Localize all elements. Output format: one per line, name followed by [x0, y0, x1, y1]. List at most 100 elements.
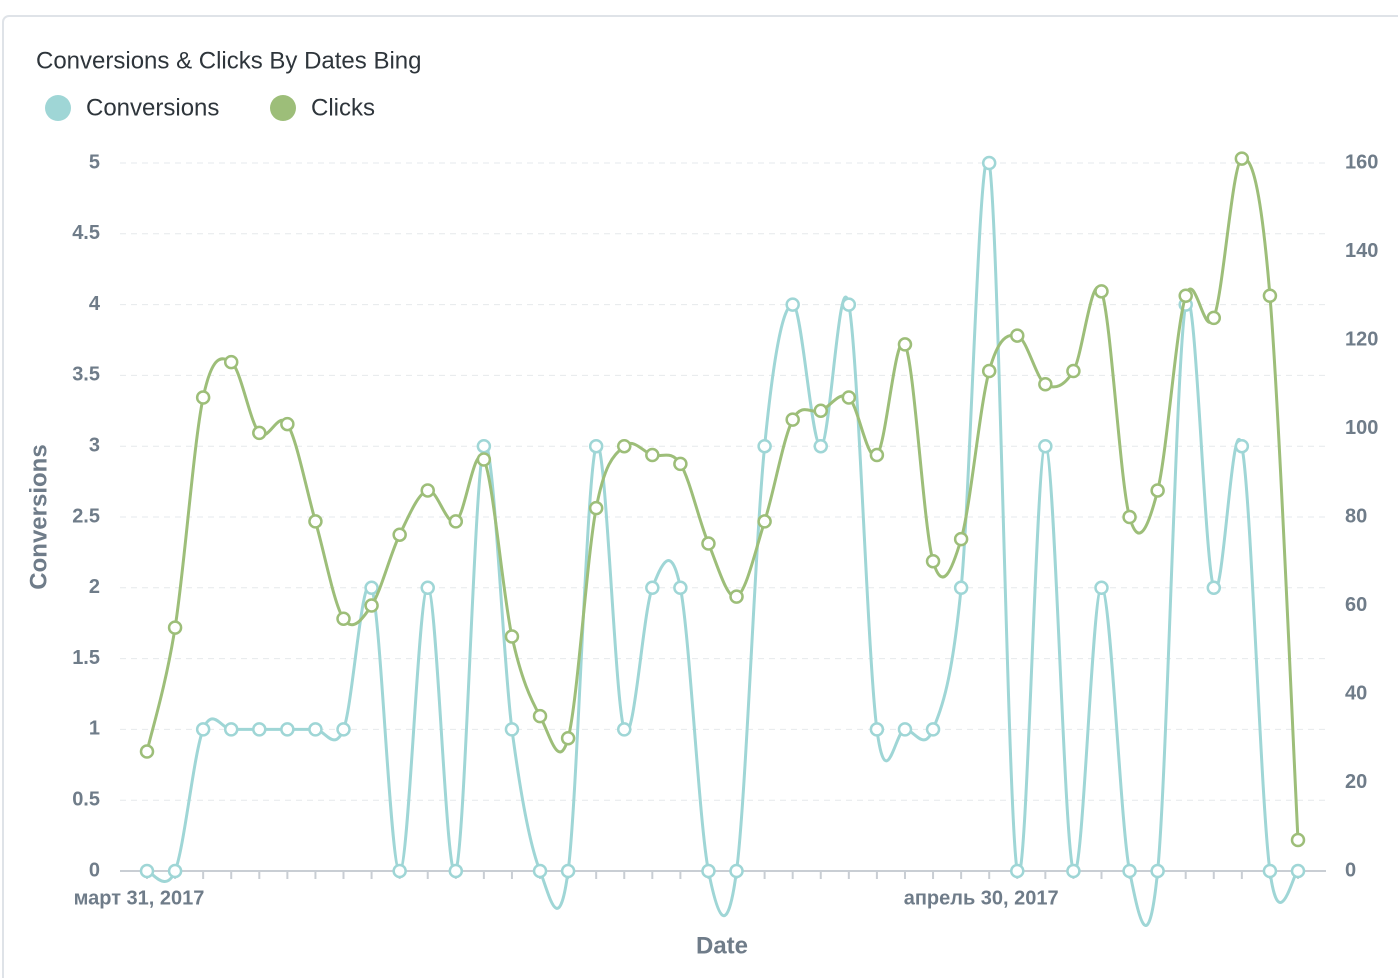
data-point: [1206, 310, 1222, 326]
data-point: [1094, 284, 1109, 299]
y-tick-label: 3.5: [72, 364, 100, 386]
y-tick-label: 2.5: [72, 505, 100, 527]
y2-tick-label: 80: [1345, 505, 1367, 527]
data-point: [757, 514, 772, 529]
data-point: [476, 438, 492, 454]
data-point: [1038, 377, 1053, 392]
data-point: [673, 456, 688, 472]
card: [2, 15, 1398, 978]
data-point: [1094, 580, 1109, 596]
y-tick-label: 2: [89, 576, 100, 598]
data-point: [336, 611, 351, 627]
data-point: [1150, 863, 1165, 879]
data-point: [925, 554, 941, 569]
data-point: [280, 722, 295, 737]
data-point: [981, 155, 997, 171]
data-point: [1290, 863, 1306, 879]
y2-tick-label: 160: [1345, 151, 1378, 173]
data-point: [139, 744, 155, 759]
data-point: [645, 447, 660, 463]
data-point: [869, 447, 885, 463]
data-point: [420, 483, 435, 498]
data-point: [1122, 863, 1137, 879]
x-tick-label: апрель 30, 2017: [904, 887, 1059, 909]
data-point: [1066, 363, 1081, 379]
data-point: [1290, 832, 1306, 848]
data-point: [392, 863, 407, 879]
y-tick-label: 0: [89, 859, 100, 881]
data-point: [364, 580, 379, 596]
data-point: [1206, 580, 1222, 596]
data-point: [195, 722, 211, 737]
data-point: [701, 863, 716, 879]
data-point: [729, 863, 744, 879]
data-point: [785, 412, 800, 427]
data-point: [532, 863, 548, 879]
y2-tick-label: 60: [1345, 594, 1367, 616]
data-point: [252, 722, 267, 737]
data-point: [252, 425, 267, 441]
y-tick-label: 1: [89, 718, 100, 740]
legend-label: Clicks: [311, 94, 375, 121]
data-point: [953, 531, 969, 547]
data-point: [701, 536, 716, 551]
data-point: [869, 722, 885, 737]
data-point: [420, 580, 435, 596]
data-point: [673, 580, 688, 596]
data-point: [1010, 863, 1025, 879]
data-point: [841, 390, 857, 405]
data-point: [448, 514, 464, 529]
data-point: [757, 438, 772, 454]
x-axis-label: Date: [696, 932, 748, 959]
y2-tick-label: 20: [1345, 771, 1367, 793]
data-point: [560, 863, 576, 879]
data-point: [448, 863, 464, 879]
data-point: [1178, 288, 1193, 303]
y2-tick-label: 0: [1345, 859, 1356, 881]
data-point: [1038, 438, 1053, 454]
legend-swatch: [270, 95, 296, 121]
y-tick-label: 4: [89, 293, 101, 315]
data-point: [813, 438, 829, 454]
y2-tick-label: 120: [1345, 328, 1378, 350]
data-point: [981, 363, 997, 379]
data-point: [897, 337, 913, 352]
data-point: [1234, 438, 1250, 454]
data-point: [139, 863, 155, 879]
y-tick-label: 1.5: [72, 647, 100, 669]
y-tick-label: 3: [89, 434, 100, 456]
legend-swatch: [45, 95, 71, 121]
data-point: [392, 527, 407, 542]
data-point: [280, 416, 295, 432]
y-tick-label: 4.5: [72, 222, 100, 244]
data-point: [1122, 509, 1137, 525]
x-tick-label: март 31, 2017: [74, 887, 205, 909]
y-tick-label: 5: [89, 151, 100, 173]
data-point: [1150, 483, 1165, 498]
data-point: [645, 580, 660, 596]
legend-label: Conversions: [86, 94, 219, 121]
data-point: [504, 629, 520, 644]
data-point: [560, 731, 576, 746]
data-point: [588, 438, 604, 454]
data-point: [167, 620, 183, 635]
data-point: [953, 580, 969, 596]
data-point: [813, 403, 829, 419]
y2-tick-label: 140: [1345, 240, 1378, 262]
data-point: [925, 722, 941, 737]
y2-tick-label: 40: [1345, 682, 1367, 704]
data-point: [223, 722, 239, 737]
data-point: [167, 863, 183, 879]
data-point: [476, 452, 492, 467]
data-point: [785, 297, 800, 312]
data-point: [616, 438, 632, 454]
data-point: [588, 500, 604, 516]
data-point: [504, 722, 520, 737]
data-point: [336, 722, 351, 737]
data-point: [308, 514, 323, 529]
data-point: [1010, 328, 1025, 343]
data-point: [308, 722, 323, 737]
data-point: [1262, 863, 1278, 879]
data-point: [364, 598, 379, 613]
data-point: [616, 722, 632, 737]
